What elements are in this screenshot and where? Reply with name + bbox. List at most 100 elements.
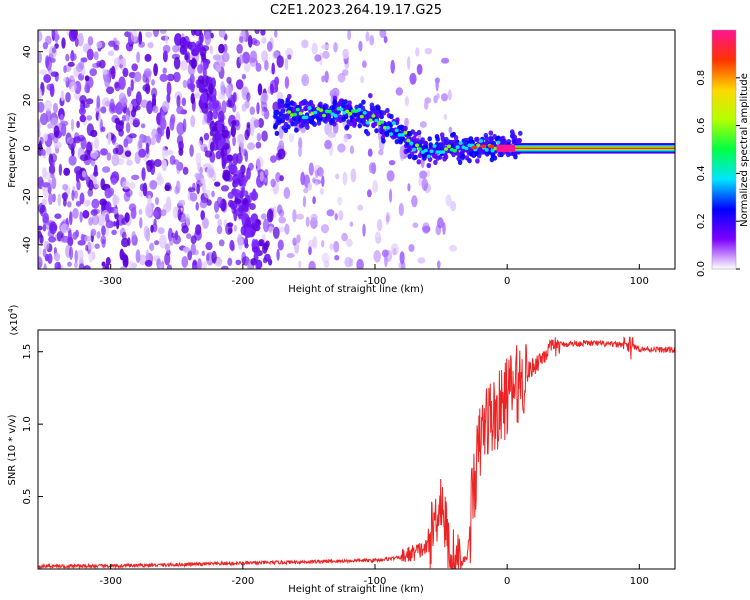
- spectrogram-noise-blob: [217, 196, 223, 206]
- spectrogram-ridge-core: [365, 121, 370, 125]
- spectrogram-noise-blob: [107, 50, 115, 56]
- spectrogram-noise-blob: [205, 241, 213, 251]
- spectrogram-ridge-blob: [420, 137, 426, 143]
- spectrogram-y-axis-label: Frequency (Hz): [7, 112, 18, 188]
- spectrogram-noise-blob: [260, 100, 268, 112]
- spectrogram-noise-blob: [69, 246, 74, 260]
- spectrogram-noise-blob: [187, 82, 196, 90]
- spectrogram-noise-blob: [381, 249, 389, 258]
- spectrogram-noise-blob: [241, 103, 247, 112]
- spectrogram-noise-blob: [277, 226, 286, 233]
- spectrogram-ridge-blob: [381, 138, 386, 144]
- spectrogram-noise-blob: [86, 48, 94, 61]
- spectrogram-y-tick-label: -20: [22, 188, 33, 204]
- spectrogram-streak-blob: [240, 225, 246, 236]
- spectrogram-noise-blob: [278, 209, 285, 217]
- spectrogram-noise-blob: [128, 103, 133, 112]
- spectrogram-noise-blob: [284, 76, 290, 89]
- spectrogram-streak-blob: [209, 120, 216, 132]
- spectrogram-noise-blob: [169, 238, 174, 246]
- spectrogram-noise-blob: [253, 39, 261, 47]
- spectrogram-noise-blob: [182, 246, 190, 253]
- spectrogram-noise-blob: [166, 264, 172, 269]
- spectrogram-noise-blob: [70, 118, 75, 132]
- spectrogram-streak-blob: [184, 53, 189, 61]
- spectrogram-ridge-blob: [457, 159, 463, 165]
- spectrogram-noise-blob: [134, 71, 142, 83]
- spectrogram-noise-blob: [146, 100, 153, 115]
- spectrogram-noise-blob: [101, 225, 106, 237]
- spectrogram-noise-blob: [59, 113, 64, 123]
- spectrogram-noise-blob: [424, 47, 433, 55]
- spectrogram-noise-blob: [321, 240, 325, 248]
- spectrogram-noise-blob: [250, 191, 259, 201]
- spectrogram-noise-blob: [308, 162, 314, 176]
- spectrogram-noise-blob: [236, 233, 243, 246]
- spectrogram-noise-blob: [80, 57, 88, 63]
- spectrogram-noise-blob: [90, 228, 97, 237]
- spectrogram-noise-blob: [284, 57, 289, 71]
- spectrogram-noise-blob: [39, 69, 48, 75]
- spectrogram-ridge-blob: [357, 123, 363, 129]
- spectrogram-noise-blob: [270, 155, 277, 163]
- spectrogram-noise-blob: [162, 50, 168, 63]
- spectrogram-noise-blob: [201, 261, 208, 269]
- spectrogram-ridge-blob: [395, 117, 400, 123]
- spectrogram-noise-blob: [243, 63, 251, 73]
- spectrogram-noise-blob: [151, 87, 158, 98]
- spectrogram-noise-blob: [131, 63, 138, 72]
- spectrogram-noise-blob: [443, 113, 448, 120]
- spectrogram-ridge-blob: [324, 103, 329, 110]
- spectrogram-noise-blob: [164, 184, 171, 191]
- spectrogram-noise-blob: [53, 102, 58, 114]
- spectrogram-noise-blob: [399, 145, 405, 160]
- spectrogram-noise-blob: [241, 73, 246, 80]
- spectrogram-noise-blob: [50, 71, 59, 77]
- spectrogram-y-tick-label: 40: [22, 45, 33, 58]
- spectrogram-noise-blob: [38, 225, 43, 231]
- spectrogram-noise-blob: [123, 191, 131, 202]
- spectrogram-noise-blob: [80, 233, 85, 243]
- spectrogram-noise-blob: [39, 136, 44, 145]
- spectrogram-ridge-blob: [272, 124, 278, 130]
- spectrogram-streak-blob: [221, 129, 229, 139]
- spectrogram-noise-blob: [419, 121, 427, 128]
- spectrogram-noise-blob: [61, 37, 66, 49]
- spectrogram-noise-blob: [154, 209, 158, 218]
- spectrogram-streak-blob: [206, 116, 211, 124]
- spectrogram-streak-blob: [196, 81, 201, 89]
- spectrogram-ridge-blob: [368, 93, 373, 99]
- spectrogram-noise-blob: [264, 60, 269, 71]
- spectrogram-noise-blob: [62, 183, 68, 191]
- spectrogram-noise-blob: [60, 237, 68, 244]
- spectrogram-noise-blob: [220, 81, 225, 93]
- spectrogram-noise-blob: [242, 148, 247, 157]
- spectrogram-noise-blob: [170, 114, 176, 125]
- spectrogram-noise-blob: [412, 222, 419, 228]
- spectrogram-x-tick-label: 0: [504, 276, 510, 287]
- spectrogram-noise-blob: [404, 96, 409, 107]
- spectrogram-noise-blob: [67, 61, 75, 67]
- spectrogram-ridge-core: [368, 118, 373, 123]
- spectrogram-noise-blob: [38, 118, 41, 132]
- spectrogram-streak-blob: [191, 57, 197, 70]
- spectrogram-noise-blob: [157, 227, 165, 235]
- spectrogram-noise-blob: [84, 83, 91, 94]
- spectrogram-noise-blob: [93, 51, 99, 61]
- snr-x-tick-label: -100: [364, 576, 387, 587]
- spectrogram-noise-blob: [383, 36, 388, 44]
- spectrogram-ridge-core: [467, 143, 472, 148]
- spectrogram-streak-blob: [222, 169, 231, 182]
- spectrogram-noise-blob: [172, 44, 180, 53]
- spectrogram-noise-blob: [314, 180, 319, 187]
- spectrogram-noise-blob: [94, 137, 100, 150]
- spectrogram-noise-blob: [130, 207, 137, 220]
- spectrogram-streak-blob: [221, 155, 227, 168]
- spectrogram-noise-blob: [321, 44, 330, 50]
- spectrogram-noise-blob: [211, 250, 217, 264]
- spectrogram-noise-blob: [60, 120, 69, 127]
- spectrogram-noise-blob: [154, 240, 160, 246]
- spectrogram-ridge-blob: [411, 135, 417, 141]
- spectrogram-noise-blob: [123, 254, 129, 268]
- spectrogram-noise-blob: [277, 239, 284, 251]
